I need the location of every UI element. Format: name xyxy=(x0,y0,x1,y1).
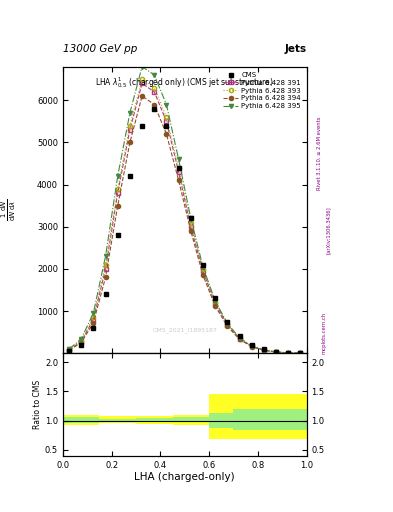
Y-axis label: Ratio to CMS: Ratio to CMS xyxy=(33,380,42,429)
Text: $\frac{1}{\mathrm{d}N}\frac{\mathrm{d}N}{\mathrm{d}\lambda}$: $\frac{1}{\mathrm{d}N}\frac{\mathrm{d}N}… xyxy=(0,199,18,221)
Text: [arXiv:1306.3436]: [arXiv:1306.3436] xyxy=(326,206,331,254)
Text: CMS_2021_I1895187: CMS_2021_I1895187 xyxy=(152,328,217,333)
Text: Jets: Jets xyxy=(285,44,307,54)
X-axis label: LHA (charged-only): LHA (charged-only) xyxy=(134,472,235,482)
Legend: CMS, Pythia 6.428 391, Pythia 6.428 393, Pythia 6.428 394, Pythia 6.428 395: CMS, Pythia 6.428 391, Pythia 6.428 393,… xyxy=(221,70,303,111)
Text: 13000 GeV pp: 13000 GeV pp xyxy=(63,44,137,54)
Text: mcplots.cern.ch: mcplots.cern.ch xyxy=(321,312,326,354)
Text: LHA $\lambda^1_{0.5}$ (charged only) (CMS jet substructure): LHA $\lambda^1_{0.5}$ (charged only) (CM… xyxy=(95,75,274,90)
Text: Rivet 3.1.10, ≥ 2.6M events: Rivet 3.1.10, ≥ 2.6M events xyxy=(316,117,321,190)
